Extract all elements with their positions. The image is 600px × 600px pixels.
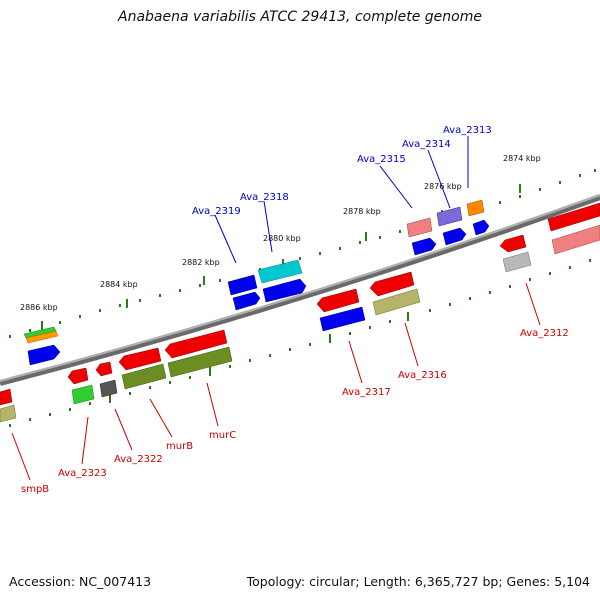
topology-label: Topology: circular; Length: 6,365,727 bp… bbox=[246, 574, 590, 589]
gene-label: Ava_2312 bbox=[520, 328, 569, 339]
gene-label: Ava_2323 bbox=[58, 468, 107, 479]
gene-arrow bbox=[406, 217, 433, 238]
gene-arrow bbox=[227, 274, 258, 296]
gene-label: smpB bbox=[21, 484, 49, 495]
scale-label: 2876 kbp bbox=[424, 182, 462, 191]
gene-arrow bbox=[369, 271, 415, 297]
genome-backbone bbox=[0, 194, 600, 386]
gene-arrow bbox=[0, 404, 17, 423]
scale-label: 2882 kbp bbox=[182, 258, 220, 267]
gene-arrow bbox=[499, 234, 527, 253]
gene-label: murB bbox=[166, 441, 193, 452]
gene-arrow bbox=[547, 202, 600, 232]
scale-label: 2878 kbp bbox=[343, 207, 381, 216]
gene-arrow bbox=[118, 347, 162, 371]
lower-strand-genes bbox=[0, 234, 532, 423]
upper-tick-row bbox=[9, 169, 596, 338]
gene-arrow bbox=[411, 237, 437, 256]
gene-arrow bbox=[442, 227, 467, 246]
gene-arrow bbox=[502, 251, 532, 273]
gene-arrow bbox=[164, 329, 228, 359]
scale-label: 2884 kbp bbox=[100, 280, 138, 289]
page-title: Anabaena variabilis ATCC 29413, complete… bbox=[118, 9, 482, 25]
gene-arrow bbox=[319, 306, 366, 332]
gene-arrow bbox=[167, 346, 233, 378]
upper-strand-genes bbox=[23, 199, 600, 366]
gene-arrow bbox=[232, 291, 261, 311]
gene-arrow bbox=[95, 361, 113, 377]
gene-arrow bbox=[99, 379, 118, 398]
gene-arrow bbox=[257, 259, 303, 284]
gene-label: Ava_2322 bbox=[114, 454, 163, 465]
gene-label: Ava_2318 bbox=[240, 192, 289, 203]
gene-arrow bbox=[316, 288, 360, 313]
gene-arrow bbox=[436, 206, 463, 227]
gene-label: Ava_2317 bbox=[342, 387, 391, 398]
gene-arrow bbox=[466, 199, 485, 217]
scale-label: 2874 kbp bbox=[503, 154, 541, 163]
accession-label: Accession: NC_007413 bbox=[9, 574, 152, 589]
scale-label: 2880 kbp bbox=[263, 234, 301, 243]
gene-arrow bbox=[27, 344, 61, 366]
gene-arrow bbox=[551, 224, 600, 255]
gene-arrow bbox=[472, 219, 490, 236]
scale-label: 2886 kbp bbox=[20, 303, 58, 312]
lower-major-ticks bbox=[109, 312, 409, 403]
gene-arrow bbox=[67, 367, 89, 385]
gene-label: Ava_2313 bbox=[443, 125, 492, 136]
gene-arrow bbox=[0, 388, 13, 406]
gene-label: Ava_2319 bbox=[192, 206, 241, 217]
upper-major-ticks bbox=[41, 184, 521, 330]
gene-label: Ava_2315 bbox=[357, 154, 406, 165]
gene-label: Ava_2314 bbox=[402, 139, 451, 150]
gene-arrow bbox=[121, 363, 167, 390]
gene-label: Ava_2316 bbox=[398, 370, 447, 381]
lower-tick-row bbox=[9, 259, 591, 427]
gene-arrow bbox=[372, 288, 421, 316]
gene-arrow bbox=[262, 278, 307, 303]
gene-arrow bbox=[71, 384, 95, 405]
gene-label: murC bbox=[209, 430, 236, 441]
upper-leader-lines bbox=[214, 136, 469, 264]
gene-arrow bbox=[25, 330, 59, 344]
lower-leader-lines bbox=[11, 282, 541, 481]
